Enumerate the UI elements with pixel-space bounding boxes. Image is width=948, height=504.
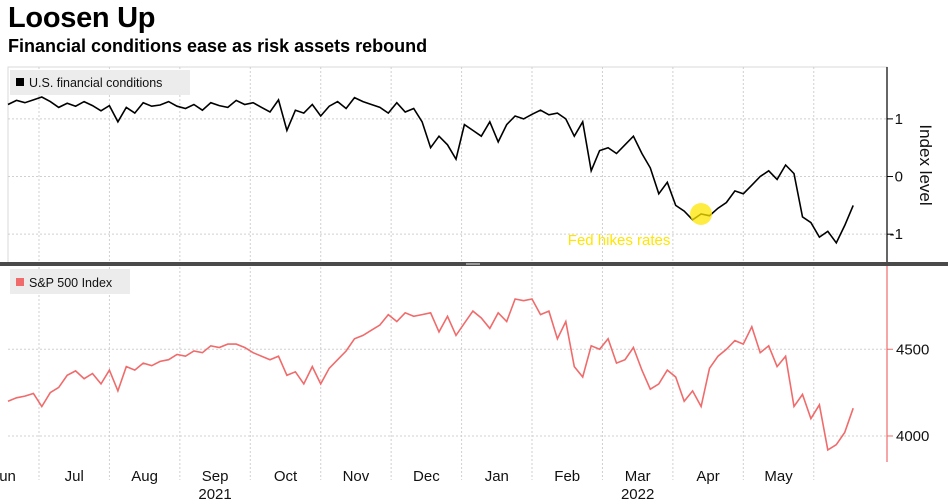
bottom-legend-swatch — [16, 278, 24, 286]
sp500-line — [7, 298, 854, 452]
top-y-tick-label: 1 — [895, 111, 903, 128]
x-tick-label: Apr — [696, 468, 719, 485]
x-year-label: 2021 — [198, 486, 231, 503]
page-subtitle: Financial conditions ease as risk assets… — [8, 36, 428, 56]
x-tick-label: Oct — [274, 468, 298, 485]
top-y-tick-label: 0 — [895, 169, 903, 186]
financial-conditions-line — [7, 96, 854, 245]
x-tick-label: Nov — [343, 468, 370, 485]
top-y-tick-label: -1 — [890, 226, 903, 243]
bottom-legend-box — [10, 269, 130, 294]
x-tick-label: Jun — [0, 468, 16, 485]
fed-hikes-label: Fed hikes rates — [568, 232, 671, 249]
top-legend-box — [10, 70, 190, 95]
bottom-y-tick-label: 4500 — [896, 341, 929, 358]
panel-separator-handle[interactable] — [466, 263, 480, 265]
page-title: Loosen Up — [8, 2, 156, 34]
x-tick-label: Aug — [131, 468, 158, 485]
x-tick-label: Jan — [485, 468, 509, 485]
bottom-legend-label: S&P 500 Index — [29, 276, 113, 290]
top-y-ticks: 1 0 -1 — [887, 111, 903, 243]
x-tick-label: May — [764, 468, 793, 485]
x-tick-label: Jul — [65, 468, 84, 485]
x-tick-label: Dec — [413, 468, 440, 485]
x-tick-label: Feb — [554, 468, 580, 485]
x-year-label: 2022 — [621, 486, 654, 503]
bottom-y-ticks: 4500 4000 — [887, 341, 929, 445]
x-tick-label: Mar — [625, 468, 651, 485]
x-axis-labels: Jun Jul Aug Sep Oct Nov Dec Jan Feb Mar Apr May 2021… — [0, 468, 793, 503]
top-legend-label: U.S. financial conditions — [29, 76, 162, 90]
top-legend-swatch — [16, 78, 24, 86]
top-y-axis-label: Index level — [916, 124, 935, 205]
top-panel-frame — [7, 66, 888, 264]
x-tick-label: Sep — [202, 468, 229, 485]
gridlines — [8, 67, 887, 480]
bottom-y-tick-label: 4000 — [896, 428, 929, 445]
fed-hikes-marker — [690, 203, 713, 225]
